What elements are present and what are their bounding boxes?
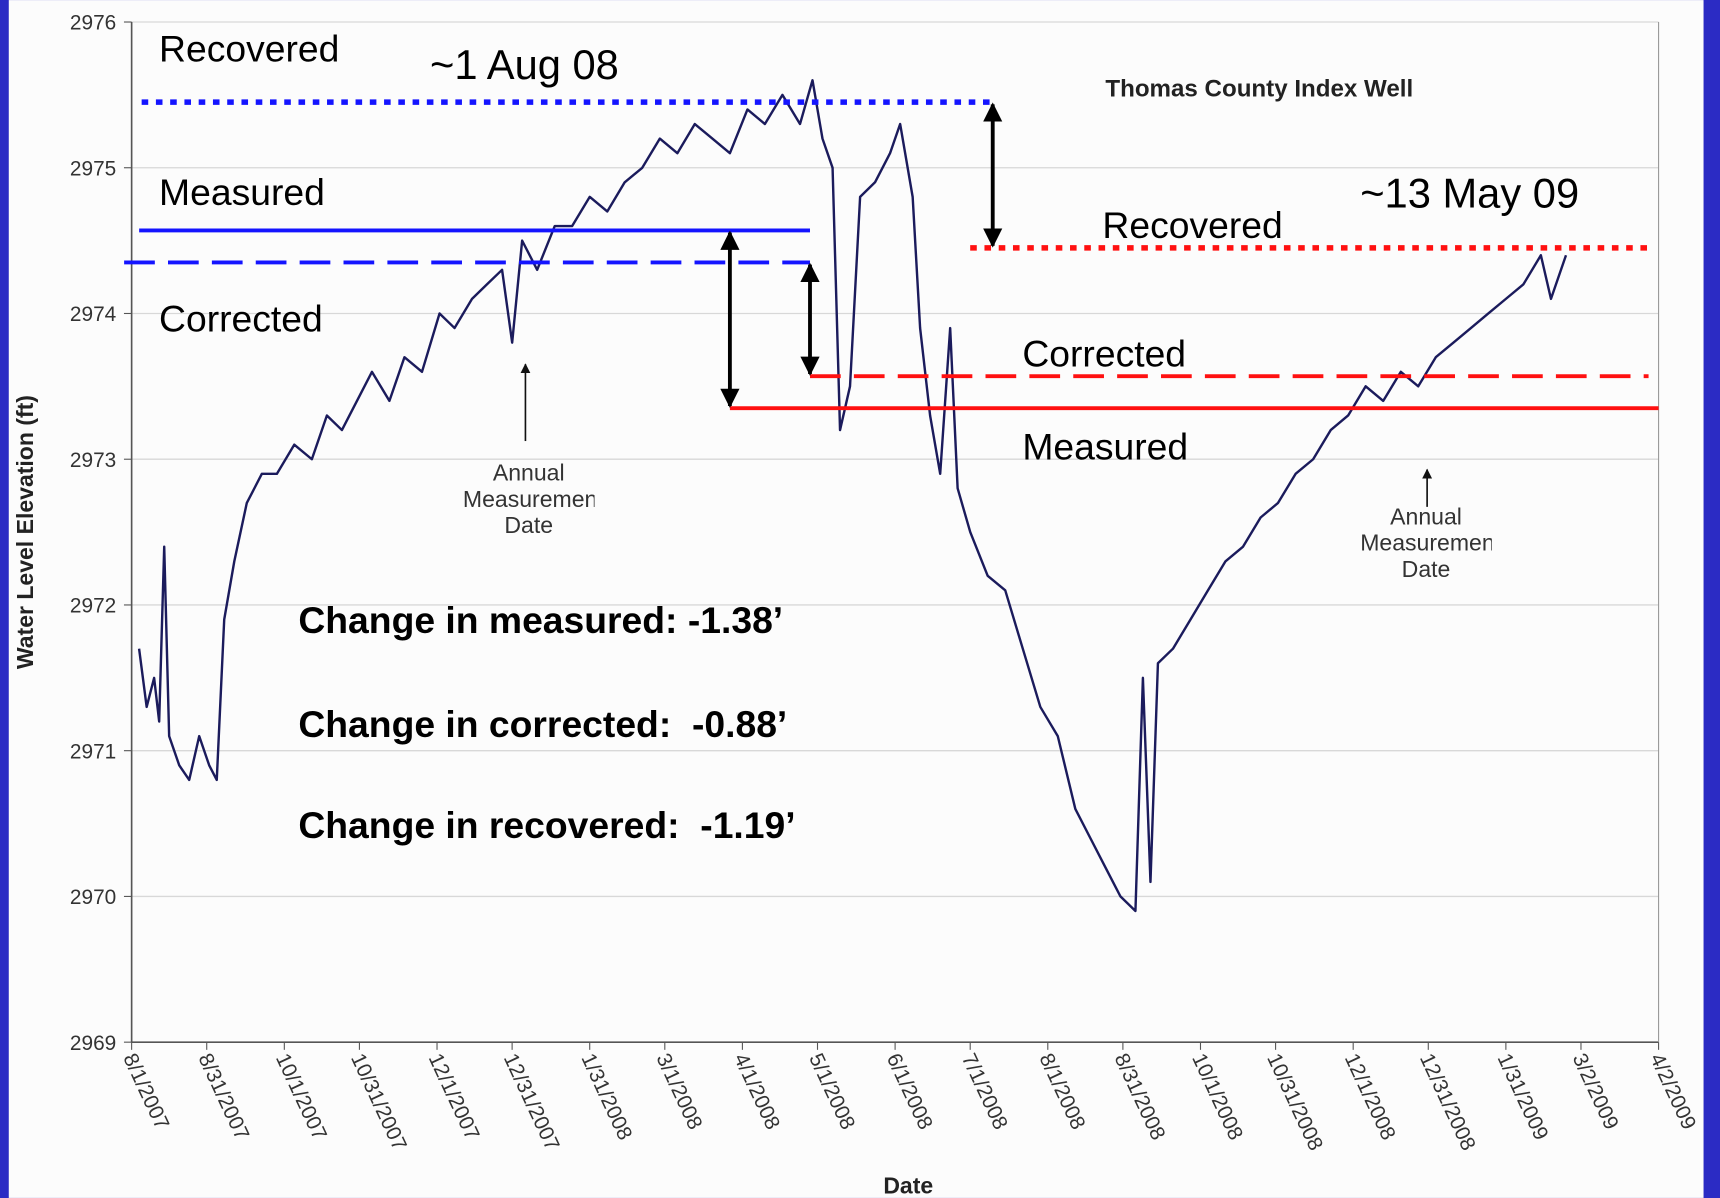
data-line	[137, 79, 1568, 913]
annotation: Annual Measurement Date	[1360, 504, 1492, 583]
annotation: Measured	[1022, 426, 1188, 468]
annotation-note: Annual Measurement Date	[1360, 504, 1492, 583]
chart-title: Thomas County Index Well	[1105, 76, 1413, 103]
y-tick-label: 2972	[70, 595, 116, 618]
x-axis-title: Date	[883, 1173, 933, 1198]
annotation: ~1 Aug 08	[430, 41, 619, 88]
annotation-note: Annual Measurement Date	[462, 460, 595, 539]
annotation: Corrected	[1022, 332, 1186, 374]
y-tick-label: 2975	[70, 157, 116, 180]
annotation: Measured	[159, 171, 325, 213]
annotation: Corrected	[159, 297, 323, 339]
y-tick-label: 2970	[70, 886, 116, 909]
annotation: ~13 May 09	[1360, 169, 1579, 216]
annotation: Change in measured: -1.38’	[298, 599, 783, 641]
annotation: Recovered	[159, 27, 339, 69]
annotation: Change in corrected: -0.88’	[298, 703, 787, 745]
annotation: Change in recovered: -1.19’	[298, 804, 795, 846]
annotation: Annual Measurement Date	[462, 460, 595, 539]
annotation: Recovered	[1102, 204, 1282, 246]
y-tick-label: 2971	[70, 740, 116, 763]
plot-background	[8, 0, 1704, 1198]
y-tick-label: 2974	[70, 303, 116, 326]
y-tick-label: 2976	[70, 12, 116, 35]
y-axis-title: Water Level Elevation (ft)	[12, 395, 38, 669]
y-tick-label: 2969	[70, 1032, 116, 1055]
y-tick-label: 2973	[70, 449, 116, 472]
